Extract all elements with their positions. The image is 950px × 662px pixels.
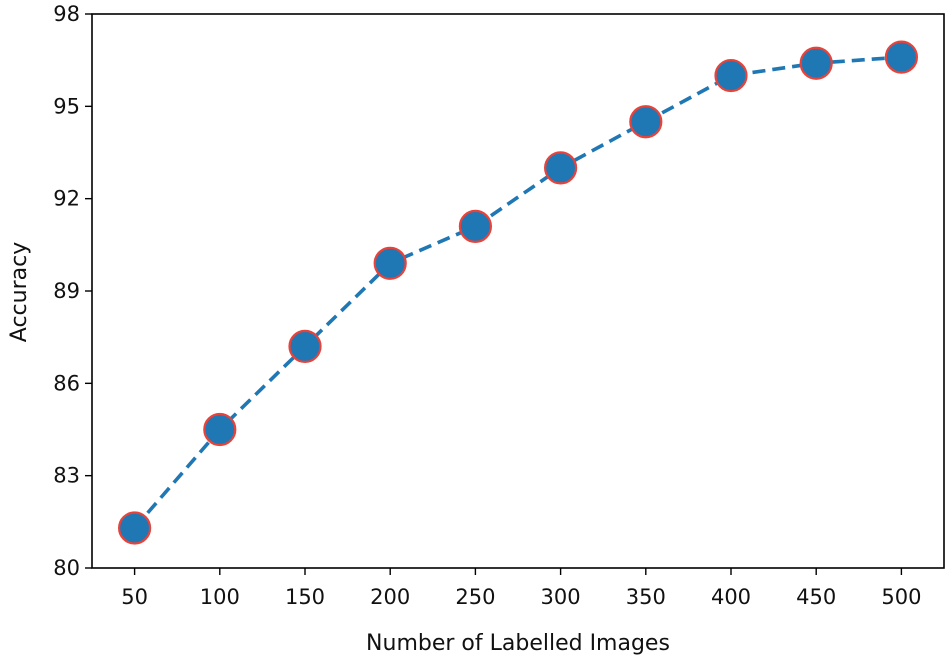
y-tick-label: 95 (53, 94, 80, 118)
x-tick-label: 250 (455, 585, 495, 609)
plot-markers (118, 40, 919, 545)
y-tick-label: 86 (53, 371, 80, 395)
data-point (118, 511, 152, 545)
x-tick-label: 100 (200, 585, 240, 609)
x-tick-label: 350 (626, 585, 666, 609)
x-tick-label: 200 (370, 585, 410, 609)
data-point (629, 105, 663, 139)
data-point (458, 209, 492, 243)
x-tick-label: 150 (285, 585, 325, 609)
x-tick-label: 300 (541, 585, 581, 609)
data-point (203, 412, 237, 447)
x-tick-label: 400 (711, 585, 751, 609)
data-point (373, 246, 407, 280)
x-axis-title: Number of Labelled Images (366, 631, 670, 656)
x-tick-label: 50 (121, 585, 148, 609)
x-axis-ticks: 50 100 150 200 250 300 350 400 450 500 (121, 568, 921, 609)
data-point (714, 58, 748, 93)
y-tick-label: 92 (53, 187, 80, 211)
x-tick-label: 450 (796, 585, 836, 609)
series-line (133, 55, 902, 530)
x-tick-label: 500 (881, 585, 921, 609)
y-tick-label: 98 (53, 2, 80, 26)
y-tick-label: 83 (53, 464, 80, 488)
data-point (799, 46, 833, 80)
y-axis-title: Accuracy (7, 242, 32, 342)
plot-lines (133, 55, 902, 530)
y-axis-ticks: 80 83 86 89 92 95 98 (53, 2, 92, 580)
y-tick-label: 80 (53, 556, 80, 580)
data-point (884, 40, 919, 74)
y-tick-label: 89 (53, 279, 80, 303)
data-point (543, 151, 578, 185)
data-point (288, 329, 322, 363)
